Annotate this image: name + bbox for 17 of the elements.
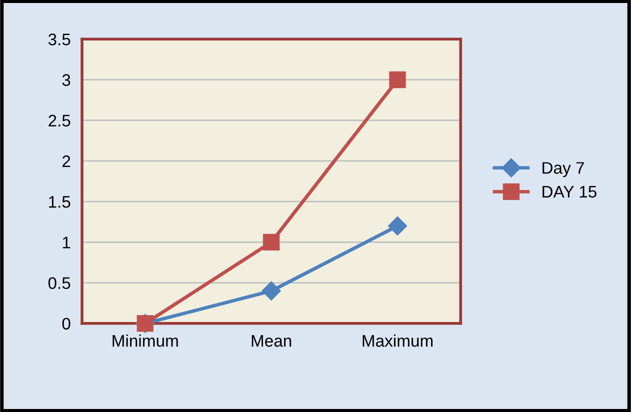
- y-tick-label: 3.5: [48, 34, 70, 46]
- point: [262, 281, 281, 300]
- legend-label: DAY 15: [542, 186, 596, 198]
- y-tick-label: 0.5: [48, 277, 70, 290]
- y-tick-label: 2: [62, 155, 70, 168]
- x-tick-label: Mean: [252, 335, 292, 347]
- y-tick-label: 2.5: [48, 114, 70, 127]
- y-tick-label: 0: [62, 318, 70, 330]
- point: [262, 234, 280, 251]
- point: [389, 71, 406, 88]
- x-tick-label: Maximum: [362, 334, 433, 347]
- y-tick-label: 1: [62, 236, 70, 248]
- y-tick-label: 1.5: [49, 196, 70, 208]
- point: [388, 216, 408, 236]
- x-tick-label: Minimum: [112, 334, 178, 347]
- legend-label: Day 7: [542, 162, 584, 178]
- y-tick-label: 3: [62, 74, 70, 86]
